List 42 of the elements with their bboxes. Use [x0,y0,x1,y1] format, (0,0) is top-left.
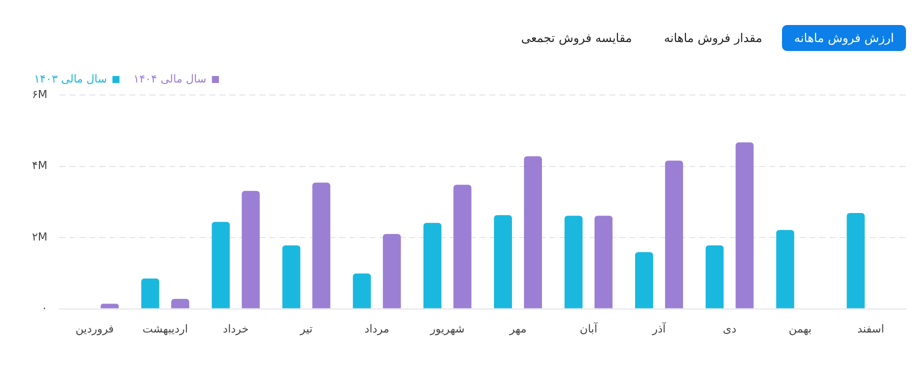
bar [382,234,401,308]
y-tick-label: ۶M [32,88,48,101]
bar [846,212,865,308]
bar [564,216,583,308]
x-tick-label: مهر [508,322,527,336]
y-tick-label: ۴M [32,159,48,172]
bar [453,184,472,308]
x-tick-label: تیر [299,322,313,336]
text: مقدار فروش ماهانه [662,30,764,47]
x-tick-label: فروردین [76,322,114,336]
x-tick-label: شهریور [429,322,465,336]
legend-label: سال مالی ۱۴۰۳ [34,72,107,86]
x-tick-label: مرداد [364,322,390,336]
x-tick-label: بهمن [788,322,812,336]
y-tick-label: ۲M [32,230,48,244]
y-tick-label: ۰ [41,302,48,315]
bar [352,274,371,308]
bar [706,245,724,308]
x-tick-label: اسفند [857,322,884,336]
bar [171,298,190,308]
bar [423,222,442,308]
bar [736,142,754,308]
bar [635,252,654,308]
x-tick-label: اردیبهشت [142,322,188,336]
bar [312,182,330,308]
text: مقایسه فروش تجمعی [520,30,633,47]
bar [494,215,512,308]
bar [242,190,260,308]
bar [665,160,684,308]
bar [141,278,160,308]
x-tick-label: آذر [651,321,667,336]
bar [524,156,542,308]
bar [100,304,119,308]
text: ارزش فروش ماهانه [782,25,906,51]
x-tick-label: دی [722,322,736,336]
x-tick-label: آبان [580,321,598,336]
bar [594,216,613,308]
x-tick-label: خرداد [222,322,249,336]
bar [212,222,230,308]
legend-label: سال مالی ۱۴۰۴ [133,72,206,86]
bar [282,245,300,308]
bar [776,230,794,308]
